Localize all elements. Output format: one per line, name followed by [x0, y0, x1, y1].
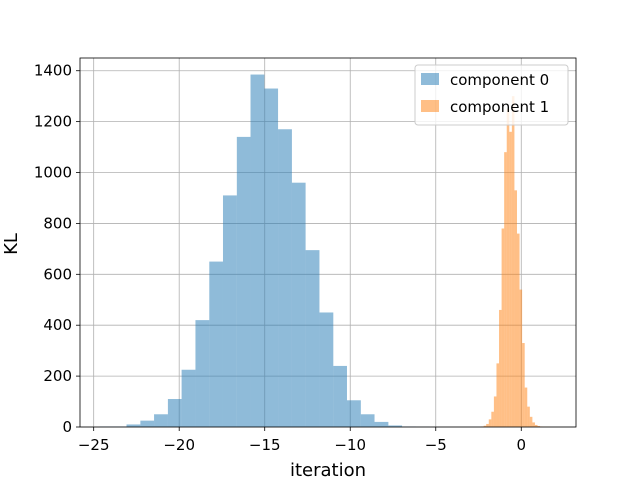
histogram-bar — [305, 250, 320, 427]
histogram-bar — [222, 195, 237, 427]
histogram-bar — [499, 309, 502, 427]
histogram-bar — [388, 425, 403, 427]
legend-label-component-0: component 0 — [450, 71, 549, 89]
legend-swatch-component-0 — [421, 73, 439, 85]
histogram-bar — [506, 108, 510, 428]
histogram-bar — [333, 365, 347, 427]
histogram-bar — [519, 289, 523, 427]
y-tick-label: 800 — [43, 214, 72, 232]
histogram-bar — [537, 425, 541, 427]
histogram-bar — [504, 152, 507, 427]
histogram-bar — [374, 421, 389, 427]
histogram-bar — [264, 88, 279, 427]
x-tick-label: −10 — [334, 436, 366, 454]
histogram-bar — [527, 406, 530, 427]
legend-box — [414, 64, 569, 126]
histogram-bar — [167, 399, 182, 427]
series-component-1 — [481, 96, 551, 428]
histogram-bar — [532, 422, 535, 427]
histogram-bar — [319, 312, 334, 427]
legend-swatch-component-1 — [421, 100, 439, 112]
x-axis-title: iteration — [290, 460, 366, 480]
histogram-bar — [209, 261, 223, 427]
y-axis-title: KL — [1, 233, 22, 255]
histogram-bar — [488, 419, 492, 427]
y-tick-label: 1400 — [34, 62, 72, 80]
histogram-bar — [291, 182, 306, 427]
histogram-bar — [501, 228, 505, 427]
histogram-bar — [509, 131, 512, 428]
y-tick-label: 0 — [62, 418, 72, 436]
histogram-bar — [514, 190, 517, 427]
histogram-bar — [346, 400, 361, 427]
legend: component 0 component 1 — [414, 64, 569, 126]
histogram-bar — [250, 74, 265, 427]
histogram-bar — [529, 416, 533, 427]
histogram-bar — [126, 424, 141, 427]
y-tick-label: 1200 — [34, 113, 72, 131]
histogram-bar — [534, 424, 538, 427]
y-tick-label: 1000 — [34, 164, 72, 182]
histogram-bar — [516, 233, 520, 427]
histogram-bars — [99, 74, 551, 428]
y-axis-ticks: 0 200 400 600 800 1000 1200 1400 — [34, 62, 80, 436]
histogram-bar — [524, 387, 528, 427]
y-tick-label: 200 — [43, 367, 72, 385]
x-tick-label: −5 — [425, 436, 447, 454]
y-tick-label: 400 — [43, 316, 72, 334]
histogram-bar — [486, 423, 489, 427]
plot-frame — [79, 57, 577, 428]
histogram-bar — [493, 396, 497, 427]
histogram-bar — [360, 414, 375, 427]
x-tick-label: −15 — [249, 436, 281, 454]
histogram-bar — [195, 320, 210, 427]
histogram-bar — [140, 420, 155, 427]
x-axis-ticks: −25 −20 −15 −10 −5 0 — [78, 427, 526, 454]
histogram-bar — [522, 343, 525, 427]
histogram-bar — [511, 96, 515, 427]
series-component-0 — [99, 74, 430, 427]
histogram-bar — [278, 129, 292, 427]
x-tick-label: 0 — [516, 436, 526, 454]
histogram-bar — [491, 411, 494, 427]
x-tick-label: −20 — [163, 436, 195, 454]
histogram-bar — [236, 136, 251, 427]
legend-label-component-1: component 1 — [450, 98, 549, 116]
y-tick-label: 600 — [43, 265, 72, 283]
histogram-bar — [496, 363, 500, 427]
histogram-bar — [154, 414, 168, 427]
histogram-bar — [483, 425, 487, 427]
histogram-bar — [181, 369, 196, 427]
x-tick-label: −25 — [78, 436, 110, 454]
